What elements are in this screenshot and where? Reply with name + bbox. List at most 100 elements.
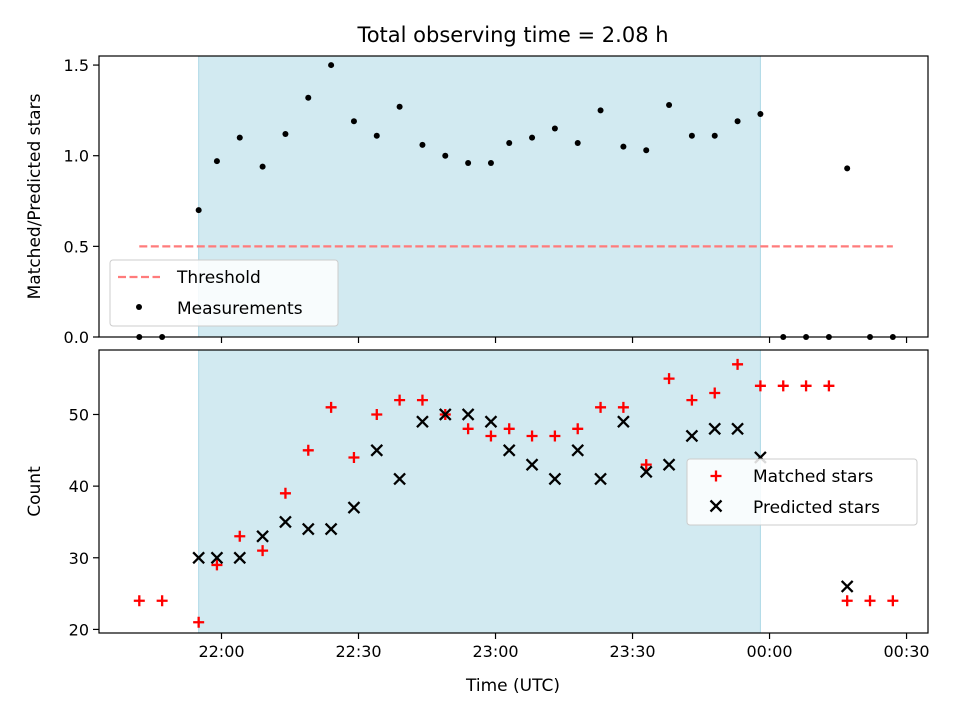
matched-star-point — [133, 595, 145, 607]
predicted-star-point — [731, 422, 744, 436]
measurement-point — [373, 132, 380, 139]
legend-box — [686, 458, 918, 526]
matched-star-point — [732, 358, 744, 370]
matched-star-point — [777, 380, 789, 392]
predicted-star-point — [571, 443, 585, 457]
y-axis-label: Count — [25, 466, 45, 517]
measurement-point — [666, 101, 673, 108]
panel-bottom: 20 30 40 50 22:00 22:30 23:00 23:30 00:00 00:30 Co… — [25, 349, 930, 661]
measurement-point — [328, 62, 335, 69]
matched-star-point — [302, 444, 314, 456]
legend-measurement-swatch — [136, 304, 142, 310]
measurement-point — [506, 140, 513, 147]
matched-star-point — [754, 380, 766, 392]
measurement-point — [419, 141, 426, 148]
matched-star-point — [257, 545, 269, 557]
predicted-star-point — [393, 472, 406, 486]
measurement-point — [757, 111, 764, 118]
measurement-point — [551, 125, 558, 132]
matched-star-point — [462, 423, 474, 435]
x-tick-label: 00:30 — [883, 642, 929, 661]
matched-star-point — [193, 616, 205, 628]
predicted-star-point — [370, 443, 384, 457]
predicted-star-point — [548, 472, 562, 486]
y-tick-label: 40 — [69, 477, 89, 496]
matched-star-point — [887, 595, 899, 607]
matched-star-point — [663, 373, 675, 385]
x-tick-label: 00:00 — [746, 642, 792, 661]
y-tick-label: 1.0 — [64, 147, 89, 166]
measurement-point — [688, 132, 695, 139]
matched-star-point — [325, 401, 337, 413]
matched-star-point — [841, 595, 853, 607]
matched-star-point — [864, 595, 876, 607]
measurement-point — [844, 165, 851, 172]
legend-predicted-label: Predicted stars — [753, 498, 880, 518]
measurement-point — [465, 159, 472, 166]
predicted-star-point — [347, 501, 361, 514]
measurement-point — [620, 143, 627, 150]
observing-span — [198, 350, 761, 633]
matched-star-point — [371, 408, 383, 420]
matched-star-point — [640, 459, 652, 471]
measurement-point — [529, 134, 536, 141]
matched-star-point — [549, 430, 561, 442]
predicted-star-point — [416, 415, 429, 428]
measurement-point — [643, 147, 650, 154]
predicted-star-point — [279, 515, 292, 529]
y-axis-label: Matched/Predicted stars — [25, 93, 45, 299]
y-tick-label: 1.5 — [64, 56, 89, 75]
predicted-star-point — [525, 458, 539, 471]
predicted-star-point — [461, 408, 475, 421]
matched-star-point — [572, 423, 584, 435]
matched-star-point — [485, 430, 497, 442]
measurement-point — [259, 163, 266, 170]
matched-star-point — [823, 380, 835, 392]
matched-star-point — [279, 487, 291, 499]
predicted-star-point — [438, 408, 452, 421]
matched-star-point — [686, 394, 698, 406]
matched-star-point — [503, 423, 515, 435]
measurement-point — [236, 134, 243, 141]
matched-star-point — [526, 430, 538, 442]
measurement-point — [442, 152, 449, 159]
predicted-star-point — [685, 429, 699, 443]
x-tick-label: 22:30 — [335, 642, 381, 661]
matched-star-point — [156, 595, 168, 607]
predicted-star-point — [210, 551, 224, 565]
measurement-point — [305, 94, 312, 101]
x-axis-label: Time (UTC) — [465, 676, 560, 696]
predicted-star-point — [233, 551, 247, 565]
y-tick-label: 30 — [69, 549, 89, 568]
predicted-star-point — [662, 458, 676, 471]
legend-box — [109, 259, 339, 327]
predicted-star-point — [617, 415, 630, 428]
measurement-point — [574, 140, 581, 147]
plot-frame — [98, 55, 929, 338]
measurement-point — [282, 130, 289, 137]
predicted-star-point — [840, 580, 854, 593]
predicted-star-point — [502, 443, 516, 457]
y-tick-label: 0.5 — [64, 237, 89, 256]
measurement-point — [195, 207, 202, 214]
plot-frame — [98, 349, 929, 634]
measurement-point — [597, 107, 604, 114]
matched-star-point — [211, 559, 223, 571]
matched-star-point — [617, 401, 629, 413]
measurement-point — [213, 158, 220, 165]
legend-predicted-swatch — [709, 499, 723, 513]
matched-star-point — [709, 387, 721, 399]
y-tick-label: 20 — [69, 620, 89, 639]
legend-measurement-label: Measurements — [177, 299, 303, 319]
y-tick-label: 50 — [69, 405, 89, 424]
matched-star-point — [348, 451, 360, 463]
legend-matched-swatch — [710, 470, 722, 482]
panel-top: 0.0 0.5 1.0 1.5 Matched/Predicted stars Thres… — [25, 55, 929, 347]
chart-title: Total observing time = 2.08 h — [356, 23, 668, 47]
x-tick-label: 23:30 — [609, 642, 655, 661]
predicted-star-point — [324, 522, 338, 536]
matched-star-point — [595, 401, 607, 413]
measurement-point — [487, 159, 494, 166]
predicted-star-point — [639, 465, 653, 479]
